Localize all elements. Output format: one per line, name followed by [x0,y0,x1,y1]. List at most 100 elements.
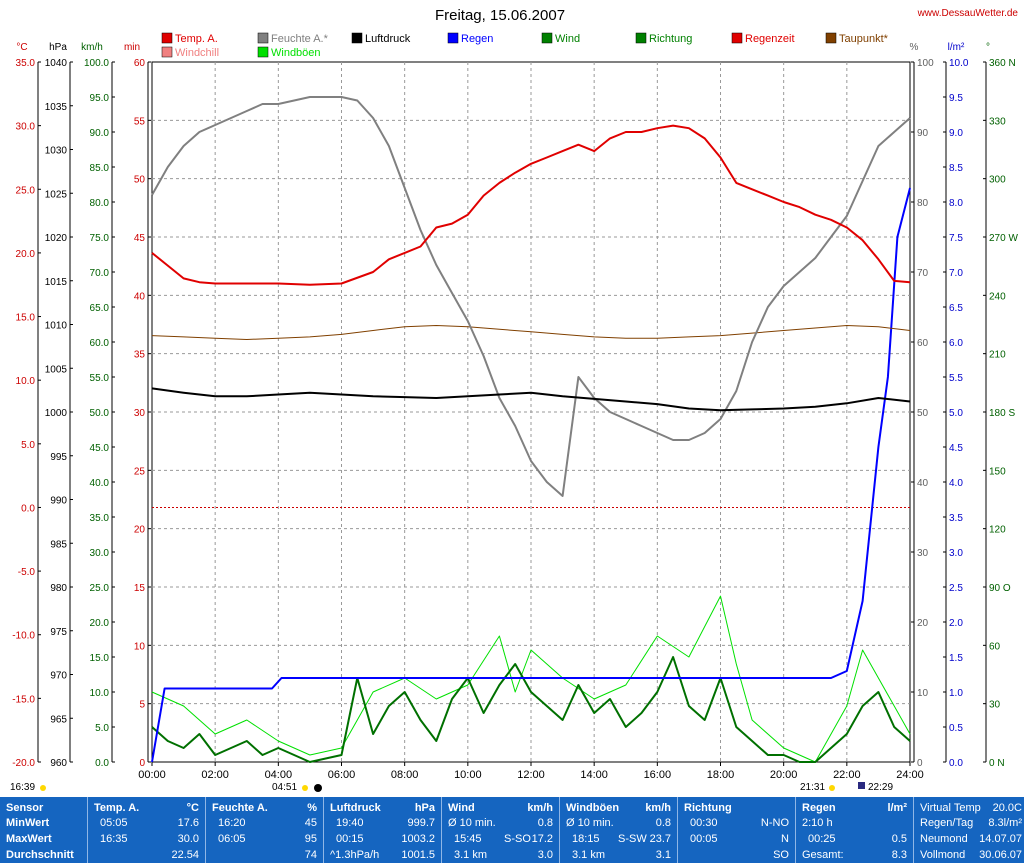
stats-col-temp: Temp. A. °C 05:05 17.6 16:35 30.0 22.54 [88,797,206,863]
wind-max-time: 15:45 [454,833,482,845]
row-label-avg: Durchschnitt [6,849,74,861]
sun-moon-markers: 16:39 04:51 21:31 22:29 [10,782,893,793]
row-label-max: MaxWert [6,833,52,845]
axis-tick-label: 40 [917,478,929,489]
axis-tick-label: 25 [134,466,146,477]
sunset-time: 21:31 [800,782,825,793]
axis-tick-label: 7.0 [949,268,963,279]
x-tick-label: 20:00 [770,769,798,781]
axis-tick-label: 100 [917,58,934,69]
axis-tick-label: 1015 [45,277,68,288]
axis-tick-label: 10.0 [16,376,36,387]
axis-tick-label: 975 [50,627,67,638]
virtual-temp-value: 20.0C [992,802,1022,814]
x-tick-label: 06:00 [328,769,356,781]
neumond-label: Neumond [920,833,968,845]
sunrise-left-time: 16:39 [10,782,35,793]
axis-unit-label: ° [986,42,990,53]
series-luftdruck [151,387,911,412]
axis-tick-label: 20 [134,525,146,536]
axis-tick-label: 70.0 [90,268,110,279]
axis-tick-label: 0.0 [21,503,35,514]
richtung-r2-value: N [781,833,789,845]
x-tick-label: 14:00 [580,769,608,781]
windboeen-header: Windböen [566,802,620,814]
legend-swatch [161,32,173,44]
x-tick-label: 16:00 [644,769,672,781]
sunrise-time: 04:51 [272,782,297,793]
richtung-r1-time: 00:30 [690,817,718,829]
stats-col-extra: Virtual Temp 20.0C Regen/Tag 8.3l/m² Neumo… [914,797,1024,863]
axis-tick-label: 90.0 [90,128,110,139]
axis-tick-label: 50 [134,175,146,186]
regen-total-label: Gesamt: [802,849,844,861]
axis-tick-label: 75.0 [90,233,110,244]
axis-tick-label: 70 [917,268,929,279]
axis-tick-label: 95.0 [90,93,110,104]
series-feuchte-a [151,96,911,497]
axis-tick-label: 300 [989,175,1006,186]
sunset-icon [829,785,835,791]
axis-tick-label: 80 [917,198,929,209]
windboeen-max-value: 23.7 [649,833,671,845]
axis-tick-label: 60 [134,58,146,69]
x-axis: 00:00 02:00 04:00 06:00 08:00 10:00 12:00 14:00… [138,762,924,781]
richtung-header: Richtung [684,802,732,814]
neumond-value: 14.07.07 [979,833,1022,845]
axis-tick-label: 1035 [45,102,68,113]
axis-tick-label: 80.0 [90,198,110,209]
moon-phase-icon [314,784,322,792]
axis-tick-label: 330 [989,116,1006,127]
axis-tick-label: 965 [50,714,67,725]
series-temp-a [151,124,911,286]
axis-tick-label: 2.5 [949,583,963,594]
wind-r1-value: 0.8 [537,817,553,829]
windboeen-max-dir: S-SW [618,833,647,845]
series-wind [151,656,911,763]
axis-unit-label: % [910,42,919,53]
legend: Temp. A. Windchill Feuchte A.* Windböen Luft… [161,32,889,59]
axis-tick-label: 15 [134,583,146,594]
windboeen-distance: 3.1 km [572,849,606,861]
axis-tick-label: 1025 [45,189,68,200]
feuchte-unit: % [307,802,317,814]
axis-tick-label: 8.5 [949,163,963,174]
windboeen-max-time: 18:15 [572,833,600,845]
legend-swatch [541,32,553,44]
axis-tick-label: 1005 [45,364,68,375]
regen-tag-label: Regen/Tag [920,817,974,829]
axis-tick-label: 30 [134,408,146,419]
regen-unit: l/m² [887,802,907,814]
sensor-header: Sensor [6,802,44,814]
site-link[interactable]: www.DessauWetter.de [917,8,1019,19]
axis-tick-label: 35.0 [90,513,110,524]
axis-tick-label: 0 [917,758,923,769]
axis-tick-label: 60.0 [90,338,110,349]
axis-tick-label: 5 [139,700,145,711]
stats-col-sensor: Sensor MinWert MaxWert Durchschnitt [0,797,88,863]
axis-tick-label: 10.0 [949,58,969,69]
x-tick-label: 12:00 [517,769,545,781]
axis-tick-label: 30 [917,548,929,559]
axis-tick-label: 20 [917,618,929,629]
temp-min-time: 05:05 [100,817,128,829]
x-tick-label: 04:00 [265,769,293,781]
axis-tick-label: 35 [134,350,146,361]
richtung-r3-value: SO [773,849,789,861]
temp-header: Temp. A. [94,802,140,814]
regen-max-time: 00:25 [808,833,836,845]
axis-tick-label: 120 [989,525,1006,536]
axis-tick-label: 5.5 [949,373,963,384]
axis-tick-label: 25.0 [90,583,110,594]
wind-header: Wind [448,802,475,814]
regen-duration: 2:10 h [802,817,833,829]
windboeen-r1-value: 0.8 [655,817,671,829]
axis-tick-label: 5.0 [95,723,109,734]
vollmond-label: Vollmond [920,849,966,861]
luftdruck-min-time: 19:40 [336,817,364,829]
series-windb-en [151,595,911,763]
legend-swatch [447,32,459,44]
legend-swatch [351,32,363,44]
axis-tick-label: 4.0 [949,478,963,489]
axis-unit-label: km/h [81,42,103,53]
